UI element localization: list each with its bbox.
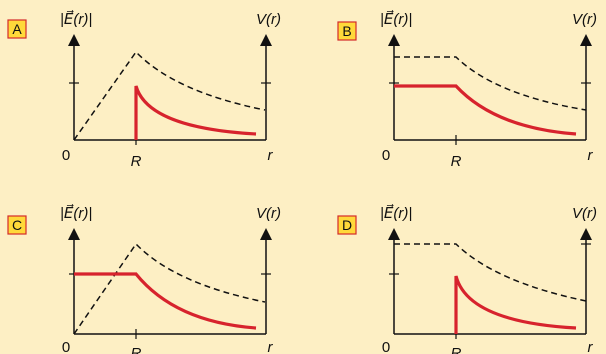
v-axis-label-d: V(r) <box>572 205 597 222</box>
badge-letter-b: B <box>342 23 351 39</box>
origin-label-c: 0 <box>62 339 70 354</box>
r-axis-label-b: r <box>588 147 594 164</box>
badge-c <box>7 215 27 235</box>
e-axis-label-b: |E⃗(r)| <box>380 9 412 28</box>
origin-label-a: 0 <box>62 147 70 164</box>
panel-d: D |E⃗(r)| V(r) 0 R r <box>337 203 597 354</box>
potential-curve-b <box>394 56 587 111</box>
field-curve-d <box>454 275 577 334</box>
r-axis-label-a: r <box>268 147 274 164</box>
v-axis-label-c: V(r) <box>256 205 281 222</box>
badge-a <box>7 19 27 39</box>
panel-b: B |E⃗(r)| V(r) 0 R r <box>337 9 597 170</box>
e-axis-label-a: |E⃗(r)| <box>60 9 92 28</box>
v-axis-label-b: V(r) <box>572 11 597 28</box>
badge-letter-c: C <box>12 217 22 233</box>
r-mark-label-a: R <box>131 153 142 170</box>
r-mark-label-b: R <box>451 153 462 170</box>
badge-d <box>337 215 357 235</box>
e-axis-label-c: |E⃗(r)| <box>60 203 92 222</box>
badge-letter-d: D <box>342 217 352 233</box>
potential-curve-d <box>394 243 587 302</box>
field-curve-c <box>74 272 257 330</box>
r-axis-label-d: r <box>588 339 594 354</box>
panel-a: A |E⃗(r)| V(r) 0 R r <box>7 9 281 170</box>
potential-curve-c <box>73 242 266 335</box>
potential-curve-a <box>73 50 266 141</box>
r-axis-label-c: r <box>268 339 274 354</box>
badge-letter-a: A <box>12 21 22 37</box>
e-axis-label-d: |E⃗(r)| <box>380 203 412 222</box>
field-curve-a <box>134 85 257 140</box>
r-mark-label-d: R <box>451 345 462 354</box>
v-axis-label-a: V(r) <box>256 11 281 28</box>
origin-label-d: 0 <box>382 339 390 354</box>
origin-label-b: 0 <box>382 147 390 164</box>
panel-c: C |E⃗(r)| V(r) 0 R r <box>7 203 281 354</box>
badge-b <box>337 21 357 41</box>
r-mark-label-c: R <box>131 345 142 354</box>
field-curve-b <box>394 84 577 136</box>
